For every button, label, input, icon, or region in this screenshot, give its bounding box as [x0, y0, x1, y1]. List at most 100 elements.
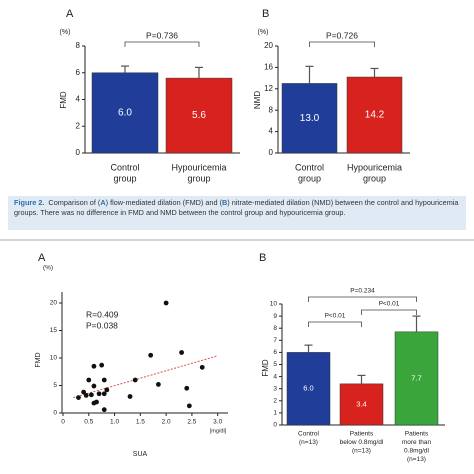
x-tick-label: Hypouricemia: [347, 162, 402, 172]
point: [179, 350, 184, 355]
annotation: P=0.234: [350, 288, 375, 295]
significance-bracket: [361, 309, 417, 315]
x-tick-label: 1.5: [136, 419, 145, 426]
y-tick-label: 7: [273, 337, 277, 344]
x-tick-label: 2.5: [187, 419, 196, 426]
y-unit: (%): [43, 265, 53, 272]
y-tick-label: 4: [273, 373, 277, 380]
bar: [91, 72, 159, 154]
point: [83, 393, 89, 398]
point: [76, 395, 81, 400]
annotation: P<0.01: [325, 313, 346, 320]
value-label: 14.2: [365, 110, 385, 121]
y-tick-label: 0: [269, 148, 274, 157]
y-tick-label: 8: [76, 41, 81, 50]
point: [91, 383, 97, 389]
y-tick-label: 20: [50, 300, 58, 307]
point: [184, 385, 190, 391]
panel-label: A: [66, 8, 74, 20]
x-tick-label: (n=13): [407, 456, 426, 463]
point: [91, 363, 97, 369]
y-tick-label: 2: [76, 121, 81, 130]
point: [99, 362, 105, 368]
x-tick-label: Patients: [350, 431, 374, 438]
point: [186, 403, 192, 409]
y-tick-label: 9: [273, 313, 277, 320]
point: [94, 399, 99, 405]
point: [132, 377, 138, 383]
panel-label: A: [38, 252, 46, 264]
x-tick-label: 0: [61, 419, 65, 426]
annotation: P=0.736: [146, 30, 178, 40]
value-label: 5.6: [192, 110, 206, 121]
y-tick-label: 4: [269, 127, 274, 136]
y-axis-label: FMD: [35, 352, 42, 367]
point: [81, 389, 87, 395]
caption-text: B: [222, 198, 228, 207]
y-unit: (%): [60, 29, 71, 36]
x-tick-label: Control: [110, 162, 139, 172]
x-tick-label: Control: [298, 431, 320, 438]
x-tick-label: Hypouricemia: [171, 162, 226, 172]
annotation: P=0.726: [326, 30, 358, 40]
x-tick-label: 2.0: [162, 419, 171, 426]
y-axis-label: NMD: [253, 91, 262, 109]
x-tick-label: group: [113, 173, 136, 183]
caption-text: Comparison of (: [48, 198, 101, 207]
caption: Figure 2. Comparison of (A) flow-mediated…: [8, 196, 466, 230]
y-tick-label: 0: [76, 148, 81, 157]
x-tick-label: (n=13): [352, 448, 371, 455]
y-tick-label: 0: [273, 422, 277, 429]
y-unit: (%): [258, 29, 269, 36]
point: [127, 394, 133, 399]
bar: [281, 83, 338, 154]
point: [148, 352, 154, 358]
annotation: R=0.409: [86, 309, 119, 319]
annotation: P<0.01: [379, 301, 400, 308]
x-tick-label: more than: [402, 439, 432, 446]
point: [101, 377, 107, 383]
annotation: P=0.038: [86, 320, 118, 330]
x-tick-label: Control: [295, 162, 324, 172]
x-tick-label: (n=13): [299, 439, 318, 446]
y-tick-label: 8: [273, 325, 277, 332]
value-label: 13.0: [300, 113, 320, 124]
bar: [394, 331, 439, 426]
x-tick-label: 0.5: [84, 419, 93, 426]
y-axis-label: FMD: [59, 91, 68, 109]
point: [104, 387, 110, 393]
x-tick-label: group: [363, 173, 386, 183]
point: [96, 391, 102, 397]
y-tick-label: 3: [273, 385, 277, 392]
point: [155, 382, 161, 387]
significance-bracket: [308, 296, 417, 302]
value-label: 6.0: [303, 384, 313, 393]
x-tick-label: below 0.8mg/dl: [340, 439, 384, 446]
point: [163, 300, 169, 306]
y-tick-label: 20: [264, 41, 273, 50]
panel-label: B: [262, 8, 269, 20]
y-tick-label: 15: [50, 327, 58, 334]
y-tick-label: 8: [269, 105, 274, 114]
y-tick-label: 12: [264, 84, 273, 93]
point: [86, 377, 92, 383]
caption-text: ) nitrate-mediated dilation (NMD) betwee…: [14, 198, 459, 217]
value-label: 6.0: [118, 108, 132, 119]
y-tick-label: 5: [273, 361, 277, 368]
bar: [286, 352, 331, 426]
value-label: 3.4: [356, 399, 366, 408]
point: [88, 392, 94, 398]
y-tick-label: 0: [53, 410, 57, 417]
bar: [165, 77, 233, 154]
caption-text: A: [100, 198, 106, 207]
caption-text: ) flow-mediated dilation (FMD) and (: [105, 198, 223, 207]
trend-line: [73, 355, 218, 399]
y-tick-label: 10: [270, 301, 278, 308]
y-tick-label: 1: [273, 410, 277, 417]
panel-label: B: [259, 252, 266, 264]
y-tick-label: 6: [76, 68, 81, 77]
x-unit: [mg/dl]: [210, 428, 227, 434]
point: [101, 407, 107, 413]
